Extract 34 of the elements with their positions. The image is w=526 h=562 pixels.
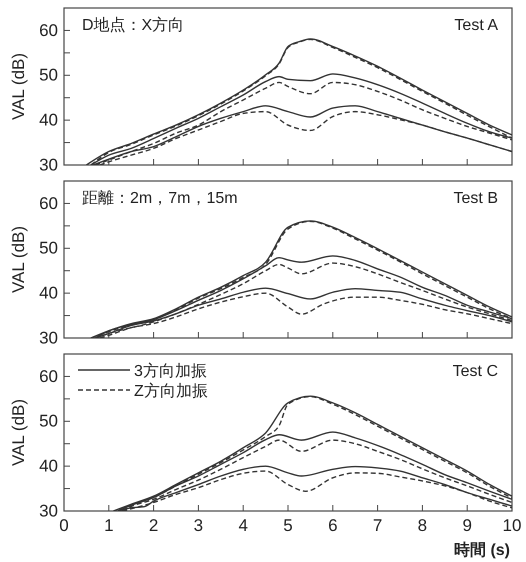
y-axis-title: VAL (dB) [9, 398, 28, 466]
y-tick-label: 30 [39, 155, 58, 174]
text: 距離：2m，7m，15m [82, 189, 238, 207]
y-axis-title: VAL (dB) [9, 226, 28, 294]
y-tick-label: 50 [39, 238, 58, 258]
y-tick-label: 40 [39, 110, 58, 130]
y-tick-label: 40 [39, 456, 58, 476]
y-axis-title: VAL (dB) [9, 52, 28, 120]
x-tick-label: 3 [194, 516, 204, 536]
text: Test C [452, 363, 498, 380]
y-tick-label: 60 [39, 194, 58, 213]
legend-label: 3方向加振 [134, 362, 207, 380]
y-tick-label: 60 [39, 366, 58, 386]
text: D地点：X方向 [82, 16, 184, 34]
y-tick-label: 60 [39, 20, 58, 40]
text: Test A [454, 17, 498, 34]
y-tick-label: 50 [39, 412, 58, 431]
x-tick-label: 8 [418, 516, 428, 536]
x-tick-label: 10 [502, 516, 522, 536]
y-tick-label: 50 [39, 66, 58, 85]
x-tick-label: 4 [238, 516, 248, 536]
x-tick-label: 1 [104, 516, 114, 536]
y-tick-label: 30 [39, 501, 58, 520]
x-tick-label: 7 [372, 516, 382, 536]
x-tick-label: 6 [328, 516, 338, 536]
legend-label: Z方向加振 [134, 382, 208, 400]
x-tick-label: 9 [462, 516, 472, 536]
text: Test B [454, 190, 498, 207]
x-tick-label: 2 [148, 516, 158, 536]
x-tick-label: 0 [59, 516, 69, 536]
y-tick-label: 40 [39, 284, 58, 303]
x-tick-label: 5 [283, 516, 293, 536]
y-tick-label: 30 [39, 328, 58, 348]
x-axis-title: 時間 (s) [454, 541, 510, 559]
